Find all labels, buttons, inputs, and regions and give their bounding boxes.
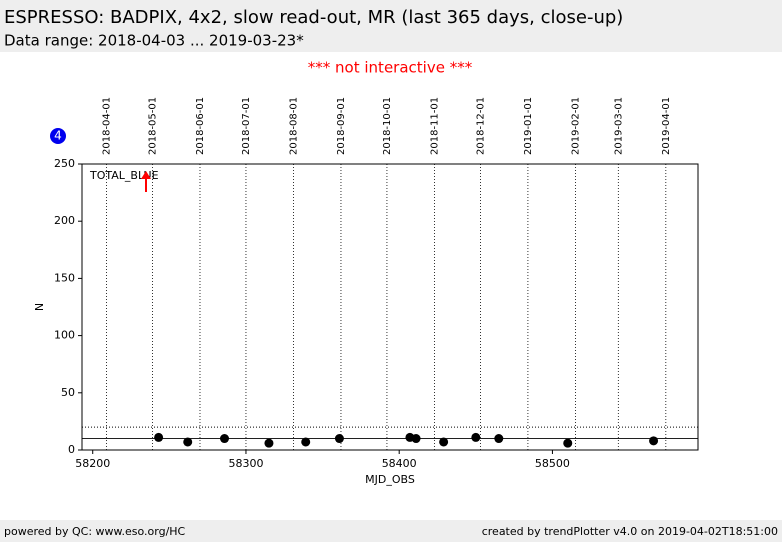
title: ESPRESSO: BADPIX, 4x2, slow read-out, MR… — [4, 7, 623, 28]
y-tick-label: 50 — [61, 386, 75, 399]
point — [471, 432, 481, 442]
date-label: 2018-11-01 — [429, 97, 440, 155]
y-tick-label: 0 — [68, 443, 75, 456]
point — [494, 434, 504, 444]
y-tick-label: 200 — [54, 214, 75, 227]
date-label: 2018-08-01 — [288, 97, 299, 155]
point — [411, 434, 421, 444]
footer-left: powered by QC: www.eso.org/HC — [4, 525, 186, 538]
point — [264, 438, 274, 448]
date-label: 2019-01-01 — [523, 97, 534, 155]
point — [334, 434, 344, 444]
badge-circle — [50, 128, 66, 144]
point — [563, 438, 573, 448]
date-label: 2018-12-01 — [475, 97, 486, 155]
footer-band — [0, 520, 782, 542]
date-label: 2018-05-01 — [147, 97, 158, 155]
badge: 4 — [54, 129, 62, 143]
x-axis-label: MJD_OBS — [365, 473, 415, 486]
subtitle: Data range: 2018-04-03 ... 2019-03-23* — [4, 32, 304, 50]
header-band — [0, 0, 782, 52]
point — [301, 437, 311, 447]
date-label: 2019-03-01 — [613, 97, 624, 155]
date-label: 2019-02-01 — [570, 97, 581, 155]
point — [649, 436, 659, 446]
point — [154, 432, 164, 442]
y-tick-label: 250 — [54, 157, 75, 170]
date-label: 2019-04-01 — [661, 97, 672, 155]
point — [220, 434, 230, 444]
y-axis-label: N — [33, 303, 46, 311]
x-tick-label: 58300 — [228, 457, 263, 470]
x-tick-label: 58400 — [382, 457, 417, 470]
x-tick-label: 58200 — [75, 457, 110, 470]
date-label: 2018-07-01 — [241, 97, 252, 155]
date-label: 2018-06-01 — [195, 97, 206, 155]
date-label: 2018-04-01 — [102, 97, 113, 155]
date-label: 2018-10-01 — [382, 97, 393, 155]
point — [183, 437, 193, 447]
plot-frame — [81, 163, 699, 451]
y-tick-label: 150 — [54, 271, 75, 284]
x-tick-label: 58500 — [535, 457, 570, 470]
point — [439, 437, 449, 447]
notice: *** not interactive *** — [308, 59, 473, 77]
y-tick-label: 100 — [54, 329, 75, 342]
footer-right: created by trendPlotter v4.0 on 2019-04-… — [482, 525, 778, 538]
date-label: 2018-09-01 — [336, 97, 347, 155]
arrow — [141, 171, 151, 192]
